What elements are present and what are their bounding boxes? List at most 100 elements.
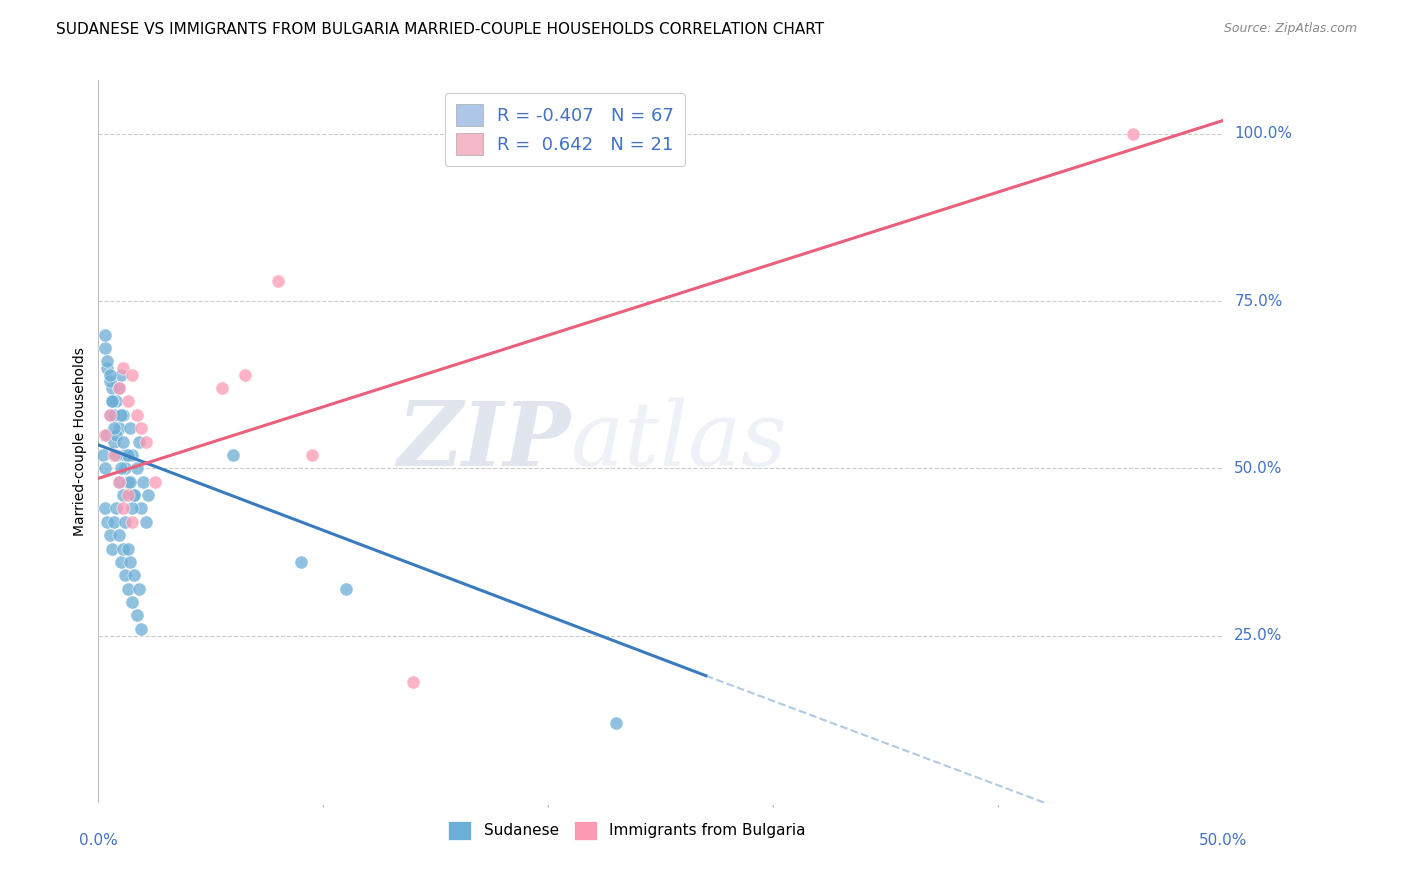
Point <box>103 434 125 449</box>
Point <box>118 421 141 435</box>
Point <box>107 381 129 395</box>
Text: SUDANESE VS IMMIGRANTS FROM BULGARIA MARRIED-COUPLE HOUSEHOLDS CORRELATION CHART: SUDANESE VS IMMIGRANTS FROM BULGARIA MAR… <box>56 22 824 37</box>
Point <box>110 555 132 569</box>
Text: 100.0%: 100.0% <box>1234 127 1292 141</box>
Point <box>125 461 148 475</box>
Point <box>132 475 155 489</box>
Point <box>135 434 157 449</box>
Text: ZIP: ZIP <box>398 399 571 484</box>
Y-axis label: Married-couple Households: Married-couple Households <box>73 347 87 536</box>
Point <box>301 448 323 462</box>
Point <box>101 394 124 409</box>
Text: 75.0%: 75.0% <box>1234 293 1282 309</box>
Point <box>98 368 121 382</box>
Point <box>121 501 143 516</box>
Point <box>107 475 129 489</box>
Point <box>107 381 129 395</box>
Point <box>121 368 143 382</box>
Point <box>124 568 146 582</box>
Point <box>94 327 117 342</box>
Text: Source: ZipAtlas.com: Source: ZipAtlas.com <box>1223 22 1357 36</box>
Point <box>121 595 143 609</box>
Point <box>290 555 312 569</box>
Point <box>105 448 128 462</box>
Point <box>117 488 139 502</box>
Point <box>98 408 121 422</box>
Point <box>267 274 290 288</box>
Point <box>98 408 121 422</box>
Point <box>114 461 136 475</box>
Point <box>107 528 129 542</box>
Point <box>114 515 136 529</box>
Point <box>128 582 150 596</box>
Point <box>103 448 125 462</box>
Point <box>94 341 117 355</box>
Point <box>112 488 135 502</box>
Point <box>105 427 128 442</box>
Point <box>105 501 128 516</box>
Text: 50.0%: 50.0% <box>1234 461 1282 475</box>
Point <box>125 408 148 422</box>
Point <box>96 361 118 376</box>
Point <box>107 421 129 435</box>
Text: atlas: atlas <box>571 398 786 485</box>
Point <box>124 488 146 502</box>
Point <box>222 448 245 462</box>
Point <box>98 528 121 542</box>
Point <box>114 448 136 462</box>
Point <box>94 461 117 475</box>
Point <box>128 434 150 449</box>
Point <box>112 434 135 449</box>
Point <box>94 427 117 442</box>
Point <box>118 475 141 489</box>
Point <box>117 448 139 462</box>
Point <box>94 501 117 516</box>
Point <box>114 568 136 582</box>
Point <box>117 394 139 409</box>
Point <box>103 515 125 529</box>
Point <box>112 541 135 556</box>
Point <box>96 354 118 368</box>
Legend: Sudanese, Immigrants from Bulgaria: Sudanese, Immigrants from Bulgaria <box>443 815 811 846</box>
Point <box>121 515 143 529</box>
Point <box>117 541 139 556</box>
Point <box>605 715 627 730</box>
Text: 0.0%: 0.0% <box>79 833 118 848</box>
Point <box>110 368 132 382</box>
Point <box>101 381 124 395</box>
Point <box>129 501 152 516</box>
Point <box>125 608 148 623</box>
Point <box>121 448 143 462</box>
Point <box>103 408 125 422</box>
Point <box>233 368 256 382</box>
Point <box>117 582 139 596</box>
Point <box>105 394 128 409</box>
Point <box>103 421 125 435</box>
Point <box>129 421 152 435</box>
Point <box>110 461 132 475</box>
Point <box>402 675 425 690</box>
Point <box>143 475 166 489</box>
Point <box>335 582 357 596</box>
Point <box>107 475 129 489</box>
Point <box>96 427 118 442</box>
Point <box>101 541 124 556</box>
Point <box>112 408 135 422</box>
Point <box>118 555 141 569</box>
Point <box>98 375 121 389</box>
Text: 25.0%: 25.0% <box>1234 628 1282 643</box>
Point <box>112 361 135 376</box>
Text: 50.0%: 50.0% <box>1199 833 1247 848</box>
Point <box>117 475 139 489</box>
Point <box>112 501 135 516</box>
Point <box>1122 127 1144 141</box>
Point <box>124 488 146 502</box>
Point <box>136 488 159 502</box>
Point <box>110 408 132 422</box>
Point <box>211 381 233 395</box>
Point <box>101 394 124 409</box>
Point <box>135 515 157 529</box>
Point <box>91 448 114 462</box>
Point <box>96 515 118 529</box>
Point <box>129 622 152 636</box>
